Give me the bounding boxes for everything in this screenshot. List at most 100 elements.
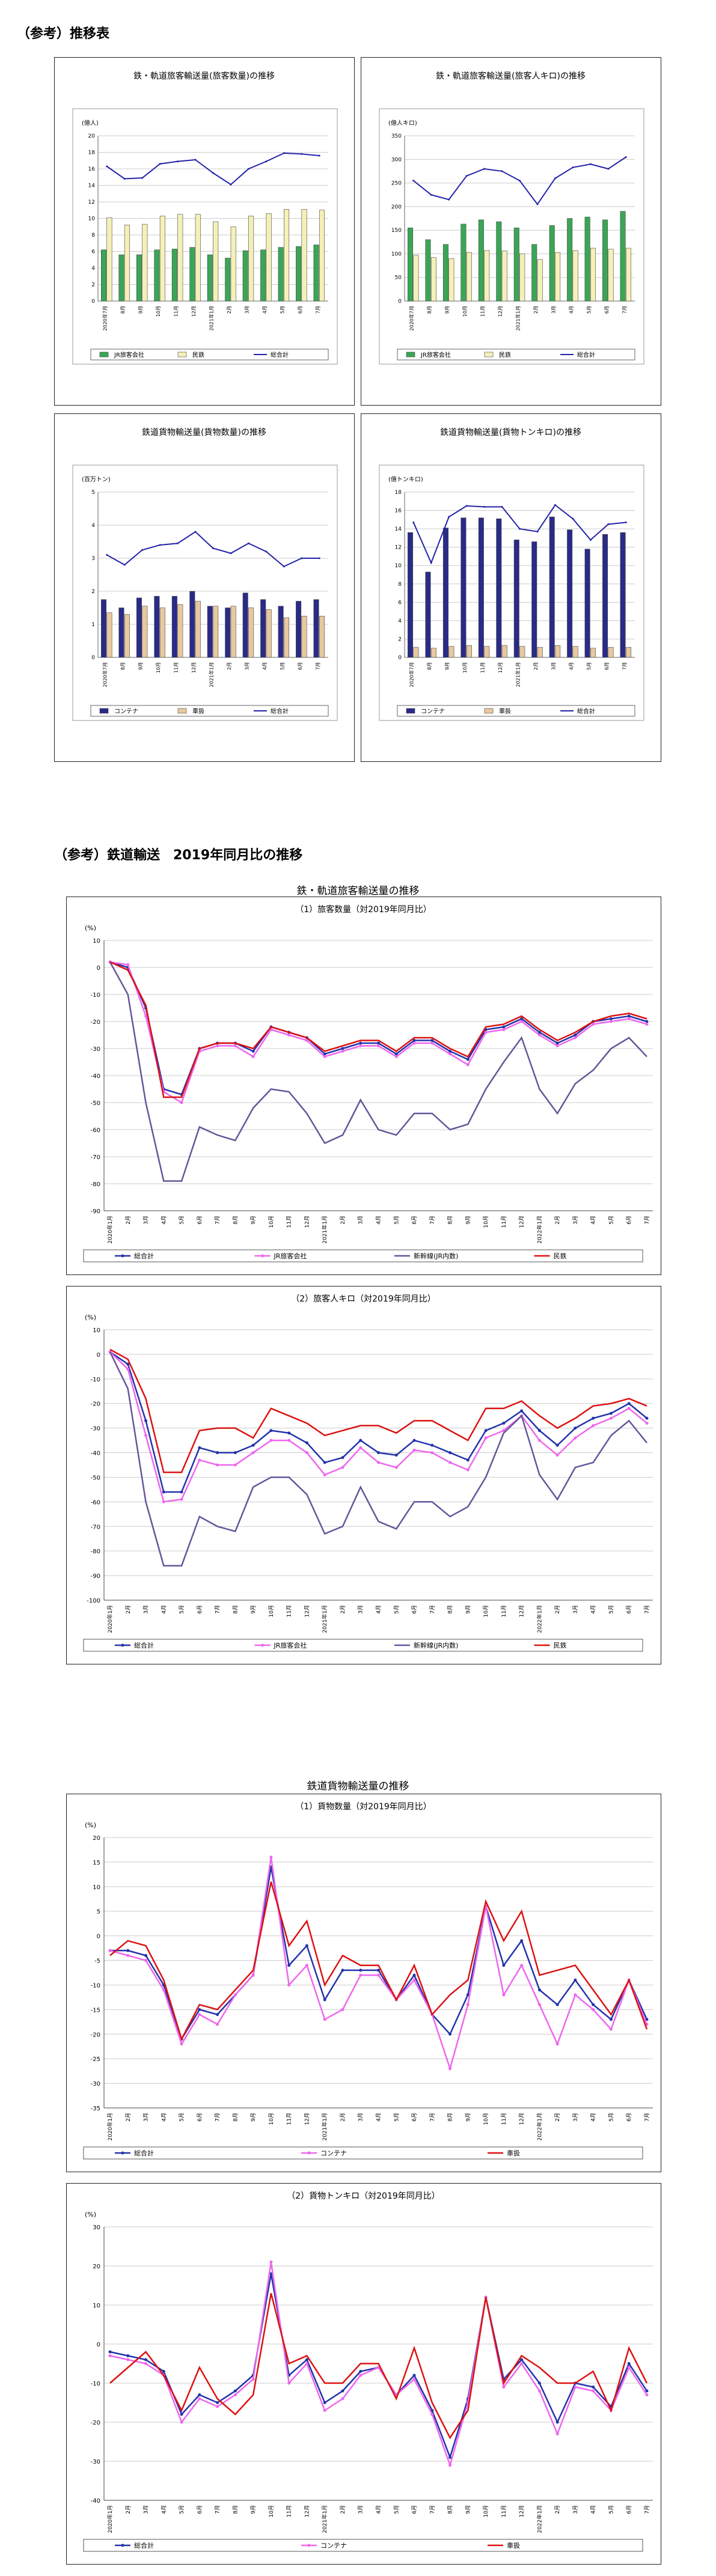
bar-コンテナ (101, 599, 107, 658)
legend-label: 総合計 (134, 2541, 154, 2550)
point-コンテナ (251, 1973, 255, 1977)
x-tick-label: 12月 (304, 1605, 310, 1617)
y-tick-label: 5 (97, 1909, 100, 1916)
x-tick-label: 9月 (138, 662, 144, 670)
chart-c3: 鉄道貨物輸送量(貨物数量)の推移 (百万トン) 0 1 2 3 4 5 2020年7月 8月 9月 1… (72, 427, 338, 721)
bar-JR旅客会社 (136, 254, 142, 302)
x-tick-label: 2020年1月 (106, 2505, 114, 2533)
bar-車扱 (484, 646, 490, 658)
x-tick-label: 2月 (533, 662, 539, 670)
y-tick-label: -90 (91, 1208, 100, 1215)
bar-車扱 (159, 607, 165, 658)
point-JR旅客会社 (126, 1367, 130, 1371)
y-tick-label: 0 (97, 2342, 100, 2348)
point-JR旅客会社 (180, 1497, 183, 1501)
point-JR旅客会社 (287, 1034, 291, 1037)
line-JR旅客会社 (109, 1351, 647, 1503)
x-tick-label: 8月 (447, 1605, 454, 1614)
x-tick-label: 2月 (125, 1216, 132, 1225)
y-tick-label: 18 (395, 490, 402, 496)
x-tick-label: 2021年1月 (209, 662, 215, 687)
bar-民鉄 (106, 217, 112, 302)
x-tick-label: 3月 (143, 2505, 150, 2514)
bar-コンテナ (584, 549, 590, 658)
x-tick-label: 2月 (125, 2505, 132, 2514)
point-総合計 (555, 2003, 559, 2006)
point-コンテナ (126, 1953, 130, 1957)
point-総合計 (180, 2413, 183, 2416)
bar-車扱 (177, 604, 183, 658)
x-tick-label: 2月 (554, 2505, 561, 2514)
point-コンテナ (448, 2067, 452, 2071)
point-総合計 (394, 1052, 398, 1056)
point-総合計 (305, 2358, 308, 2361)
x-tick-label: 2月 (340, 2505, 346, 2514)
bar-JR旅客会社 (118, 254, 124, 302)
bar-JR旅客会社 (602, 219, 608, 302)
point-総合計 (269, 2272, 273, 2276)
point-総合計 (269, 1429, 273, 1433)
x-tick-label: 5月 (179, 2505, 185, 2514)
point-JR旅客会社 (592, 1023, 595, 1026)
x-tick-label: 7月 (622, 662, 627, 670)
point-コンテナ (520, 1964, 524, 1967)
point-総合計 (536, 203, 539, 206)
point-総合計 (572, 517, 574, 520)
point-JR旅客会社 (592, 1424, 595, 1428)
point-コンテナ (233, 2393, 237, 2396)
bar-車扱 (430, 648, 436, 658)
x-tick-label: 6月 (411, 2113, 418, 2122)
x-tick-label: 5月 (586, 306, 592, 314)
unit-label: (百万トン) (82, 476, 111, 483)
x-tick-label: 7月 (644, 2113, 650, 2122)
x-tick-label: 2020年1月 (106, 1605, 114, 1633)
point-総合計 (609, 2018, 613, 2021)
point-コンテナ (323, 2018, 326, 2021)
point-総合計 (212, 547, 214, 549)
point-JR旅客会社 (216, 1044, 219, 1047)
legend-label: 新幹線(JR内数) (414, 1641, 458, 1649)
x-tick-label: 4月 (376, 1216, 382, 1225)
x-tick-label: 2022年1月 (536, 1216, 543, 1244)
point-JR旅客会社 (555, 1044, 559, 1047)
point-総合計 (645, 2018, 649, 2021)
point-総合計 (177, 160, 179, 163)
chart-c8: （2）貨物トンキロ（対2019年同月比） (%) 30 20 10 0 -10 -20 -30 -… (83, 2191, 653, 2552)
x-tick-label: 12月 (519, 1605, 525, 1617)
point-総合計 (126, 1362, 130, 1366)
legend-frame (90, 349, 329, 361)
chart-title: 鉄道貨物輸送量(貨物トンキロ)の推移 (440, 427, 581, 437)
point-コンテナ (180, 2420, 183, 2424)
x-tick-label: 5月 (608, 2113, 614, 2122)
point-総合計 (141, 177, 144, 179)
point-JR旅客会社 (394, 1055, 398, 1058)
y-tick-label: 10 (93, 938, 100, 945)
x-tick-label: 11月 (501, 1216, 507, 1228)
x-tick-label: 3月 (143, 2113, 150, 2122)
x-tick-label: 2021年1月 (515, 306, 521, 330)
section-title-passenger: 鉄・軌道旅客輸送量の推移 (296, 885, 420, 897)
point-総合計 (126, 1949, 130, 1952)
bar-コンテナ (225, 607, 231, 658)
x-tick-label: 9月 (465, 2505, 471, 2514)
y-tick-label: 15 (93, 1860, 100, 1866)
point-総合計 (359, 1969, 363, 1972)
y-tick-label: 2 (91, 589, 95, 595)
bar-民鉄 (466, 252, 472, 302)
x-tick-label: 2021年1月 (321, 1216, 328, 1244)
y-tick-label: 1 (91, 622, 95, 628)
point-総合計 (609, 1017, 613, 1020)
legend-label: 民鉄 (554, 1252, 567, 1260)
legend-label: 総合計 (134, 1252, 154, 1260)
x-tick-label: 2月 (125, 1605, 132, 1614)
bar-コンテナ (567, 529, 573, 658)
point-総合計 (283, 152, 285, 154)
legend-marker (121, 1643, 124, 1647)
y-tick-label: 0 (97, 1934, 100, 1940)
point-総合計 (341, 2389, 344, 2393)
line-新幹線(JR内数) (109, 1351, 647, 1567)
x-tick-label: 5月 (608, 2505, 614, 2514)
x-tick-label: 2月 (340, 1216, 346, 1225)
line-民鉄 (109, 961, 647, 1098)
line-車扱 (109, 2293, 648, 2440)
